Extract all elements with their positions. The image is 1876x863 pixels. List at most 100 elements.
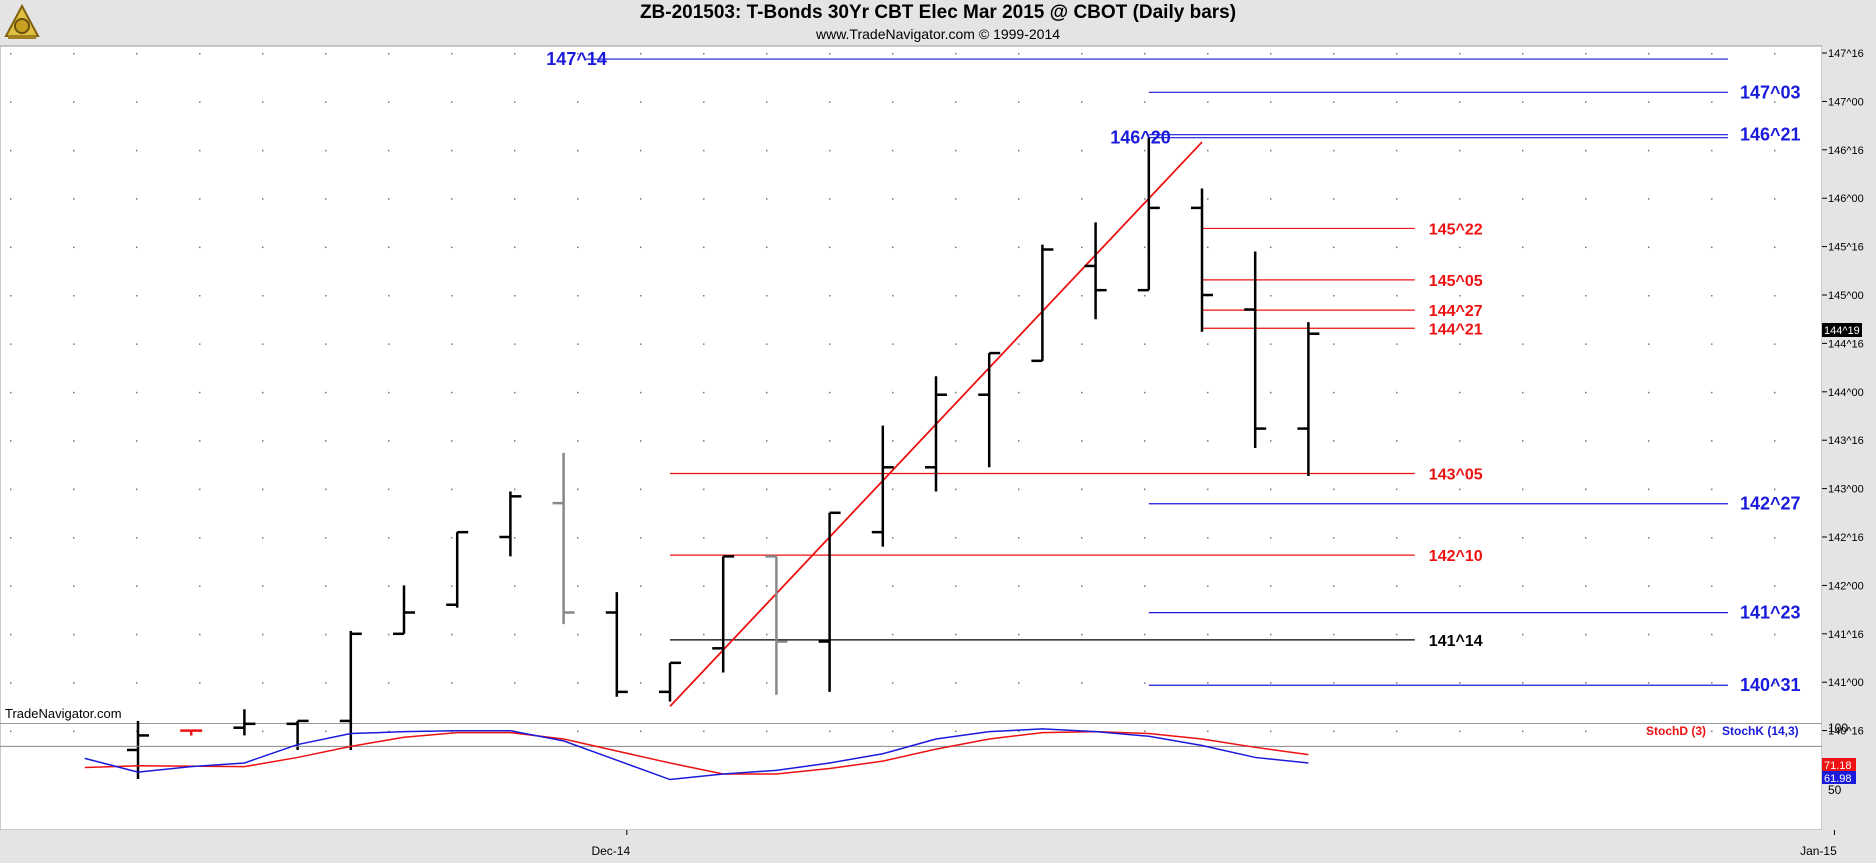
ohlc-bar[interactable] — [1031, 244, 1054, 363]
grid-dot — [451, 488, 453, 491]
ohlc-bar[interactable] — [818, 511, 841, 692]
grid-dot — [514, 198, 516, 200]
grid-dot — [262, 295, 264, 297]
grid-dot — [1585, 343, 1587, 345]
price-axis-label: 141^16 — [1828, 629, 1864, 641]
grid-dot — [1459, 53, 1461, 55]
grid-dot — [1522, 391, 1524, 394]
ohlc-bar[interactable] — [1191, 188, 1213, 332]
ohlc-bar[interactable] — [605, 592, 628, 697]
grid-dot — [829, 246, 831, 249]
grid-dot — [199, 440, 201, 442]
grid-dot — [955, 537, 957, 539]
grid-dot — [892, 585, 894, 587]
ohlc-bar[interactable] — [552, 452, 575, 625]
grid-dot — [388, 440, 390, 442]
grid-dot — [892, 149, 894, 152]
level-label-145-05: 145^05 — [1429, 273, 1483, 290]
grid-dot — [1207, 488, 1209, 491]
grid-dot — [1270, 633, 1272, 636]
watermark: TradeNavigator.com — [5, 706, 122, 721]
ohlc-bar[interactable] — [871, 425, 894, 547]
grid-dot — [136, 391, 138, 394]
grid-dot — [1018, 730, 1020, 733]
ohlc-bar[interactable] — [1137, 138, 1160, 292]
price-axis-label: 145^16 — [1828, 242, 1864, 254]
grid-dot — [577, 440, 579, 442]
grid-dot — [766, 730, 768, 733]
grid-dot — [1774, 246, 1776, 249]
ohlc-bar[interactable] — [446, 530, 469, 608]
grid-dot — [1585, 682, 1587, 684]
grid-dot — [1522, 730, 1524, 733]
ohlc-bar[interactable] — [499, 491, 522, 557]
ohlc-bar[interactable] — [1084, 222, 1107, 320]
grid-dot — [577, 682, 579, 684]
ohlc-bar[interactable] — [127, 720, 149, 779]
grid-dot — [325, 488, 327, 491]
grid-dot — [577, 53, 579, 55]
x-axis-label: Jan-15 — [1800, 844, 1837, 858]
grid-dot — [1081, 101, 1083, 103]
grid-dot — [325, 585, 327, 587]
grid-dot — [892, 730, 894, 733]
grid-dot — [1144, 391, 1146, 394]
grid-dot — [1711, 682, 1713, 684]
grid-dot — [136, 246, 138, 249]
grid-dot — [640, 682, 642, 684]
level-label-146-21: 146^21 — [1740, 125, 1801, 145]
grid-dot — [451, 198, 453, 200]
grid-dot — [1207, 730, 1209, 733]
ohlc-bar[interactable] — [180, 729, 203, 736]
grid-dot — [703, 730, 705, 733]
ohlc-bar[interactable] — [765, 555, 788, 695]
grid-dot — [451, 585, 453, 587]
grid-dot — [1648, 488, 1650, 491]
grid-dot — [703, 682, 705, 684]
grid-dot — [1144, 633, 1146, 636]
grid-dot — [1648, 246, 1650, 249]
grid-dot — [199, 198, 201, 200]
grid-dot — [10, 488, 12, 491]
grid-dot — [1711, 730, 1713, 733]
ohlc-bar[interactable] — [393, 585, 415, 636]
grid-dot — [1081, 488, 1083, 491]
grid-dot — [73, 537, 75, 539]
grid-dot — [10, 295, 12, 297]
stochD-value-box — [1822, 758, 1856, 771]
ohlc-bar[interactable] — [339, 630, 362, 750]
grid-dot — [1585, 53, 1587, 55]
grid-dot — [1711, 246, 1713, 249]
grid-dot — [1018, 633, 1020, 636]
ohlc-bar[interactable] — [659, 661, 681, 702]
grid-dot — [1333, 488, 1335, 491]
grid-dot — [136, 537, 138, 539]
level-label-142-10: 142^10 — [1429, 548, 1483, 565]
ohlc-bar[interactable] — [1244, 251, 1267, 448]
grid-dot — [388, 537, 390, 539]
grid-dot — [73, 246, 75, 249]
ohlc-bar[interactable] — [712, 555, 735, 673]
ohlc-bar[interactable] — [978, 351, 1001, 468]
grid-dot — [766, 440, 768, 442]
grid-dot — [10, 343, 12, 345]
grid-dot — [1396, 488, 1398, 491]
grid-dot — [514, 585, 516, 587]
grid-dot — [1396, 149, 1398, 152]
grid-dot — [703, 295, 705, 297]
grid-dot — [73, 585, 75, 587]
grid-dot — [1459, 101, 1461, 103]
grid-dot — [388, 343, 390, 345]
grid-dot — [1396, 391, 1398, 394]
ohlc-bar[interactable] — [925, 376, 947, 492]
level-label-140-31: 140^31 — [1740, 675, 1801, 695]
grid-dot — [1396, 537, 1398, 539]
stoch-axis-label: 50 — [1828, 783, 1842, 797]
ohlc-bar[interactable] — [233, 709, 256, 736]
grid-dot — [199, 101, 201, 103]
grid-dot — [1144, 246, 1146, 249]
grid-dot — [514, 295, 516, 297]
ohlc-bar[interactable] — [1297, 322, 1320, 477]
